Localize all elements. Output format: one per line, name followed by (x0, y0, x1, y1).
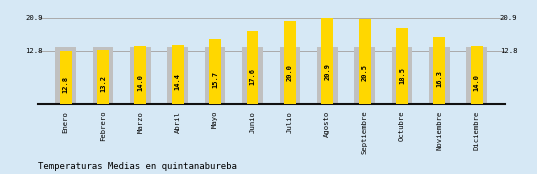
Bar (205, 47, 226, 104)
Bar (317, 47, 338, 104)
Text: 15.7: 15.7 (212, 71, 218, 88)
Bar (246, 31, 258, 104)
Text: 20.9: 20.9 (500, 15, 518, 21)
Text: 20.9: 20.9 (324, 63, 330, 80)
Text: Temperaturas Medias en quintanabureba: Temperaturas Medias en quintanabureba (38, 161, 236, 171)
Bar (433, 37, 445, 104)
Bar (93, 47, 113, 104)
Bar (396, 28, 408, 104)
Bar (354, 47, 375, 104)
Text: 18.5: 18.5 (399, 67, 405, 84)
Bar (134, 46, 147, 104)
Bar (209, 39, 221, 104)
Bar (97, 50, 109, 104)
Text: 20.0: 20.0 (287, 64, 293, 81)
Bar (321, 18, 333, 104)
Text: 12.8: 12.8 (63, 76, 69, 93)
Bar (130, 47, 151, 104)
Text: 12.8: 12.8 (500, 48, 518, 54)
Bar (242, 47, 263, 104)
Bar (359, 19, 371, 104)
Bar (471, 46, 483, 104)
Bar (467, 47, 487, 104)
Text: 14.0: 14.0 (474, 74, 480, 91)
Bar (60, 51, 71, 104)
Bar (391, 47, 412, 104)
Text: 14.0: 14.0 (137, 74, 143, 91)
Bar (168, 47, 188, 104)
Bar (172, 45, 184, 104)
Text: 13.2: 13.2 (100, 75, 106, 92)
Bar (55, 47, 76, 104)
Text: 20.5: 20.5 (361, 64, 368, 81)
Text: 14.4: 14.4 (175, 73, 181, 90)
Text: 20.9: 20.9 (25, 15, 42, 21)
Bar (429, 47, 449, 104)
Text: 16.3: 16.3 (437, 70, 442, 87)
Text: 12.8: 12.8 (25, 48, 42, 54)
Bar (280, 47, 300, 104)
Bar (284, 21, 296, 104)
Text: 17.6: 17.6 (250, 68, 256, 85)
